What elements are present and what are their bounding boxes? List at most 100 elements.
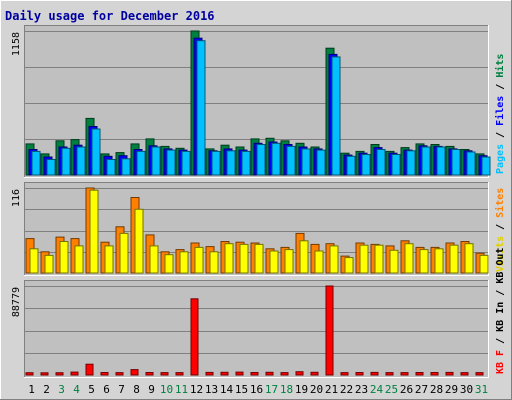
bar-visits-day-13 xyxy=(209,251,219,274)
x-tick-label-day-9: 9 xyxy=(148,383,155,396)
bar-kb-f-day-29 xyxy=(445,371,454,376)
panel-visits-sites: 116 Visits / Sites xyxy=(11,182,506,276)
bar-kb-f-day-1 xyxy=(25,372,34,376)
bar-pages-day-1 xyxy=(31,150,41,176)
bar-kb-f-day-13 xyxy=(205,371,214,376)
bar-pages-day-30 xyxy=(466,151,476,176)
bar-pages-day-31 xyxy=(481,156,491,176)
bar-pages-day-29 xyxy=(451,149,461,176)
bar-pages-day-12 xyxy=(196,40,206,176)
bar-visits-day-25 xyxy=(389,249,399,274)
bar-visits-day-23 xyxy=(359,244,369,274)
bar-pages-day-27 xyxy=(421,146,431,176)
x-tick-label-day-19: 19 xyxy=(295,383,308,396)
bar-visits-day-15 xyxy=(239,243,249,274)
legend-kbytes: KB F / KB In / KB Out xyxy=(495,248,506,374)
bar-visits-day-14 xyxy=(224,243,234,274)
x-tick-label-day-24: 24 xyxy=(370,383,384,396)
legend-entry-kb-in: KB In xyxy=(495,302,506,332)
x-tick-label-day-29: 29 xyxy=(445,383,458,396)
bar-visits-day-4 xyxy=(74,245,84,274)
x-tick-label-day-28: 28 xyxy=(430,383,443,396)
bar-pages-day-26 xyxy=(406,150,416,176)
bar-visits-day-8 xyxy=(134,208,144,274)
bar-pages-day-17 xyxy=(271,142,281,176)
bar-visits-day-5 xyxy=(89,189,99,274)
bar-pages-day-24 xyxy=(376,149,386,176)
bar-visits-day-11 xyxy=(179,251,189,274)
bar-kb-f-day-7 xyxy=(115,372,124,376)
bar-pages-day-19 xyxy=(301,148,311,176)
bar-visits-day-16 xyxy=(254,243,264,274)
bar-kb-f-day-30 xyxy=(460,372,469,376)
bar-visits-day-26 xyxy=(404,243,414,274)
bar-visits-day-31 xyxy=(479,254,489,274)
bar-kb-f-day-15 xyxy=(235,371,244,376)
legend-entry-files: Files xyxy=(494,96,506,126)
bar-visits-day-22 xyxy=(344,257,354,274)
x-tick-label-day-13: 13 xyxy=(205,383,218,396)
bar-kb-f-day-31 xyxy=(475,372,484,376)
bar-visits-day-7 xyxy=(119,232,129,274)
bar-kb-f-day-4 xyxy=(70,371,79,376)
bar-kb-f-day-26 xyxy=(400,372,409,376)
bar-pages-day-9 xyxy=(151,146,161,176)
bar-kb-f-day-17 xyxy=(265,371,274,376)
bar-visits-day-17 xyxy=(269,250,279,274)
x-tick-label-day-31: 31 xyxy=(475,383,488,396)
x-tick-label-day-25: 25 xyxy=(385,383,398,396)
bar-pages-day-25 xyxy=(391,154,401,176)
legend-hits-files-pages: Pages / Files / Hits xyxy=(494,54,506,174)
bar-visits-day-20 xyxy=(314,250,324,274)
bar-visits-day-27 xyxy=(419,249,429,274)
bar-kb-f-day-20 xyxy=(310,371,319,376)
bar-kb-f-day-24 xyxy=(370,371,379,376)
bar-kb-f-day-2 xyxy=(40,372,49,376)
bar-pages-day-13 xyxy=(211,150,221,176)
bar-kb-f-day-18 xyxy=(280,372,289,376)
x-tick-label-day-14: 14 xyxy=(220,383,234,396)
bar-pages-day-8 xyxy=(136,150,146,176)
bar-kb-f-day-5 xyxy=(85,363,94,376)
bar-kb-f-day-10 xyxy=(160,372,169,376)
bar-visits-day-2 xyxy=(44,254,54,274)
bar-kb-f-day-8 xyxy=(130,369,139,376)
bar-kb-f-day-22 xyxy=(340,372,349,376)
legend-entry-kb-f: KB F xyxy=(495,350,506,374)
bar-visits-day-1 xyxy=(29,248,39,274)
bar-pages-day-14 xyxy=(226,150,236,176)
bar-pages-day-10 xyxy=(166,149,176,176)
bar-kb-f-day-25 xyxy=(385,372,394,376)
chart-title: Daily usage for December 2016 xyxy=(5,9,215,23)
bar-kb-f-day-6 xyxy=(100,372,109,376)
x-tick-label-day-17: 17 xyxy=(265,383,278,396)
legend-entry-sites: Sites xyxy=(494,188,506,218)
bar-kb-f-day-19 xyxy=(295,371,304,376)
bar-pages-day-23 xyxy=(361,154,371,176)
x-tick-label-day-8: 8 xyxy=(133,383,140,396)
bar-visits-day-24 xyxy=(374,244,384,274)
x-tick-label-day-15: 15 xyxy=(235,383,248,396)
bar-visits-day-21 xyxy=(329,245,339,274)
legend-entry-visits: Visits xyxy=(494,236,506,272)
bar-visits-day-12 xyxy=(194,246,204,274)
bar-pages-day-2 xyxy=(46,159,56,176)
x-tick-label-day-22: 22 xyxy=(340,383,353,396)
bar-visits-day-29 xyxy=(449,244,459,274)
bar-pages-day-5 xyxy=(91,128,101,176)
panel-kbytes: 88779 KB F / KB In / KB Out xyxy=(11,248,506,378)
x-tick-label-day-12: 12 xyxy=(190,383,203,396)
x-tick-label-day-10: 10 xyxy=(160,383,173,396)
bar-visits-day-30 xyxy=(464,243,474,274)
x-tick-label-day-21: 21 xyxy=(325,383,338,396)
bar-visits-day-9 xyxy=(149,245,159,274)
bar-pages-day-22 xyxy=(346,155,356,176)
x-tick-label-day-26: 26 xyxy=(400,383,413,396)
bar-kb-f-day-3 xyxy=(55,372,64,376)
panel-hits-files-pages: 1158 Pages / Files / Hits xyxy=(11,25,506,178)
bar-pages-day-4 xyxy=(76,146,86,176)
bar-visits-day-28 xyxy=(434,248,444,274)
bar-kb-f-day-21 xyxy=(325,285,334,376)
legend-visits-sites: Visits / Sites xyxy=(494,188,506,272)
x-tick-label-day-5: 5 xyxy=(88,383,95,396)
